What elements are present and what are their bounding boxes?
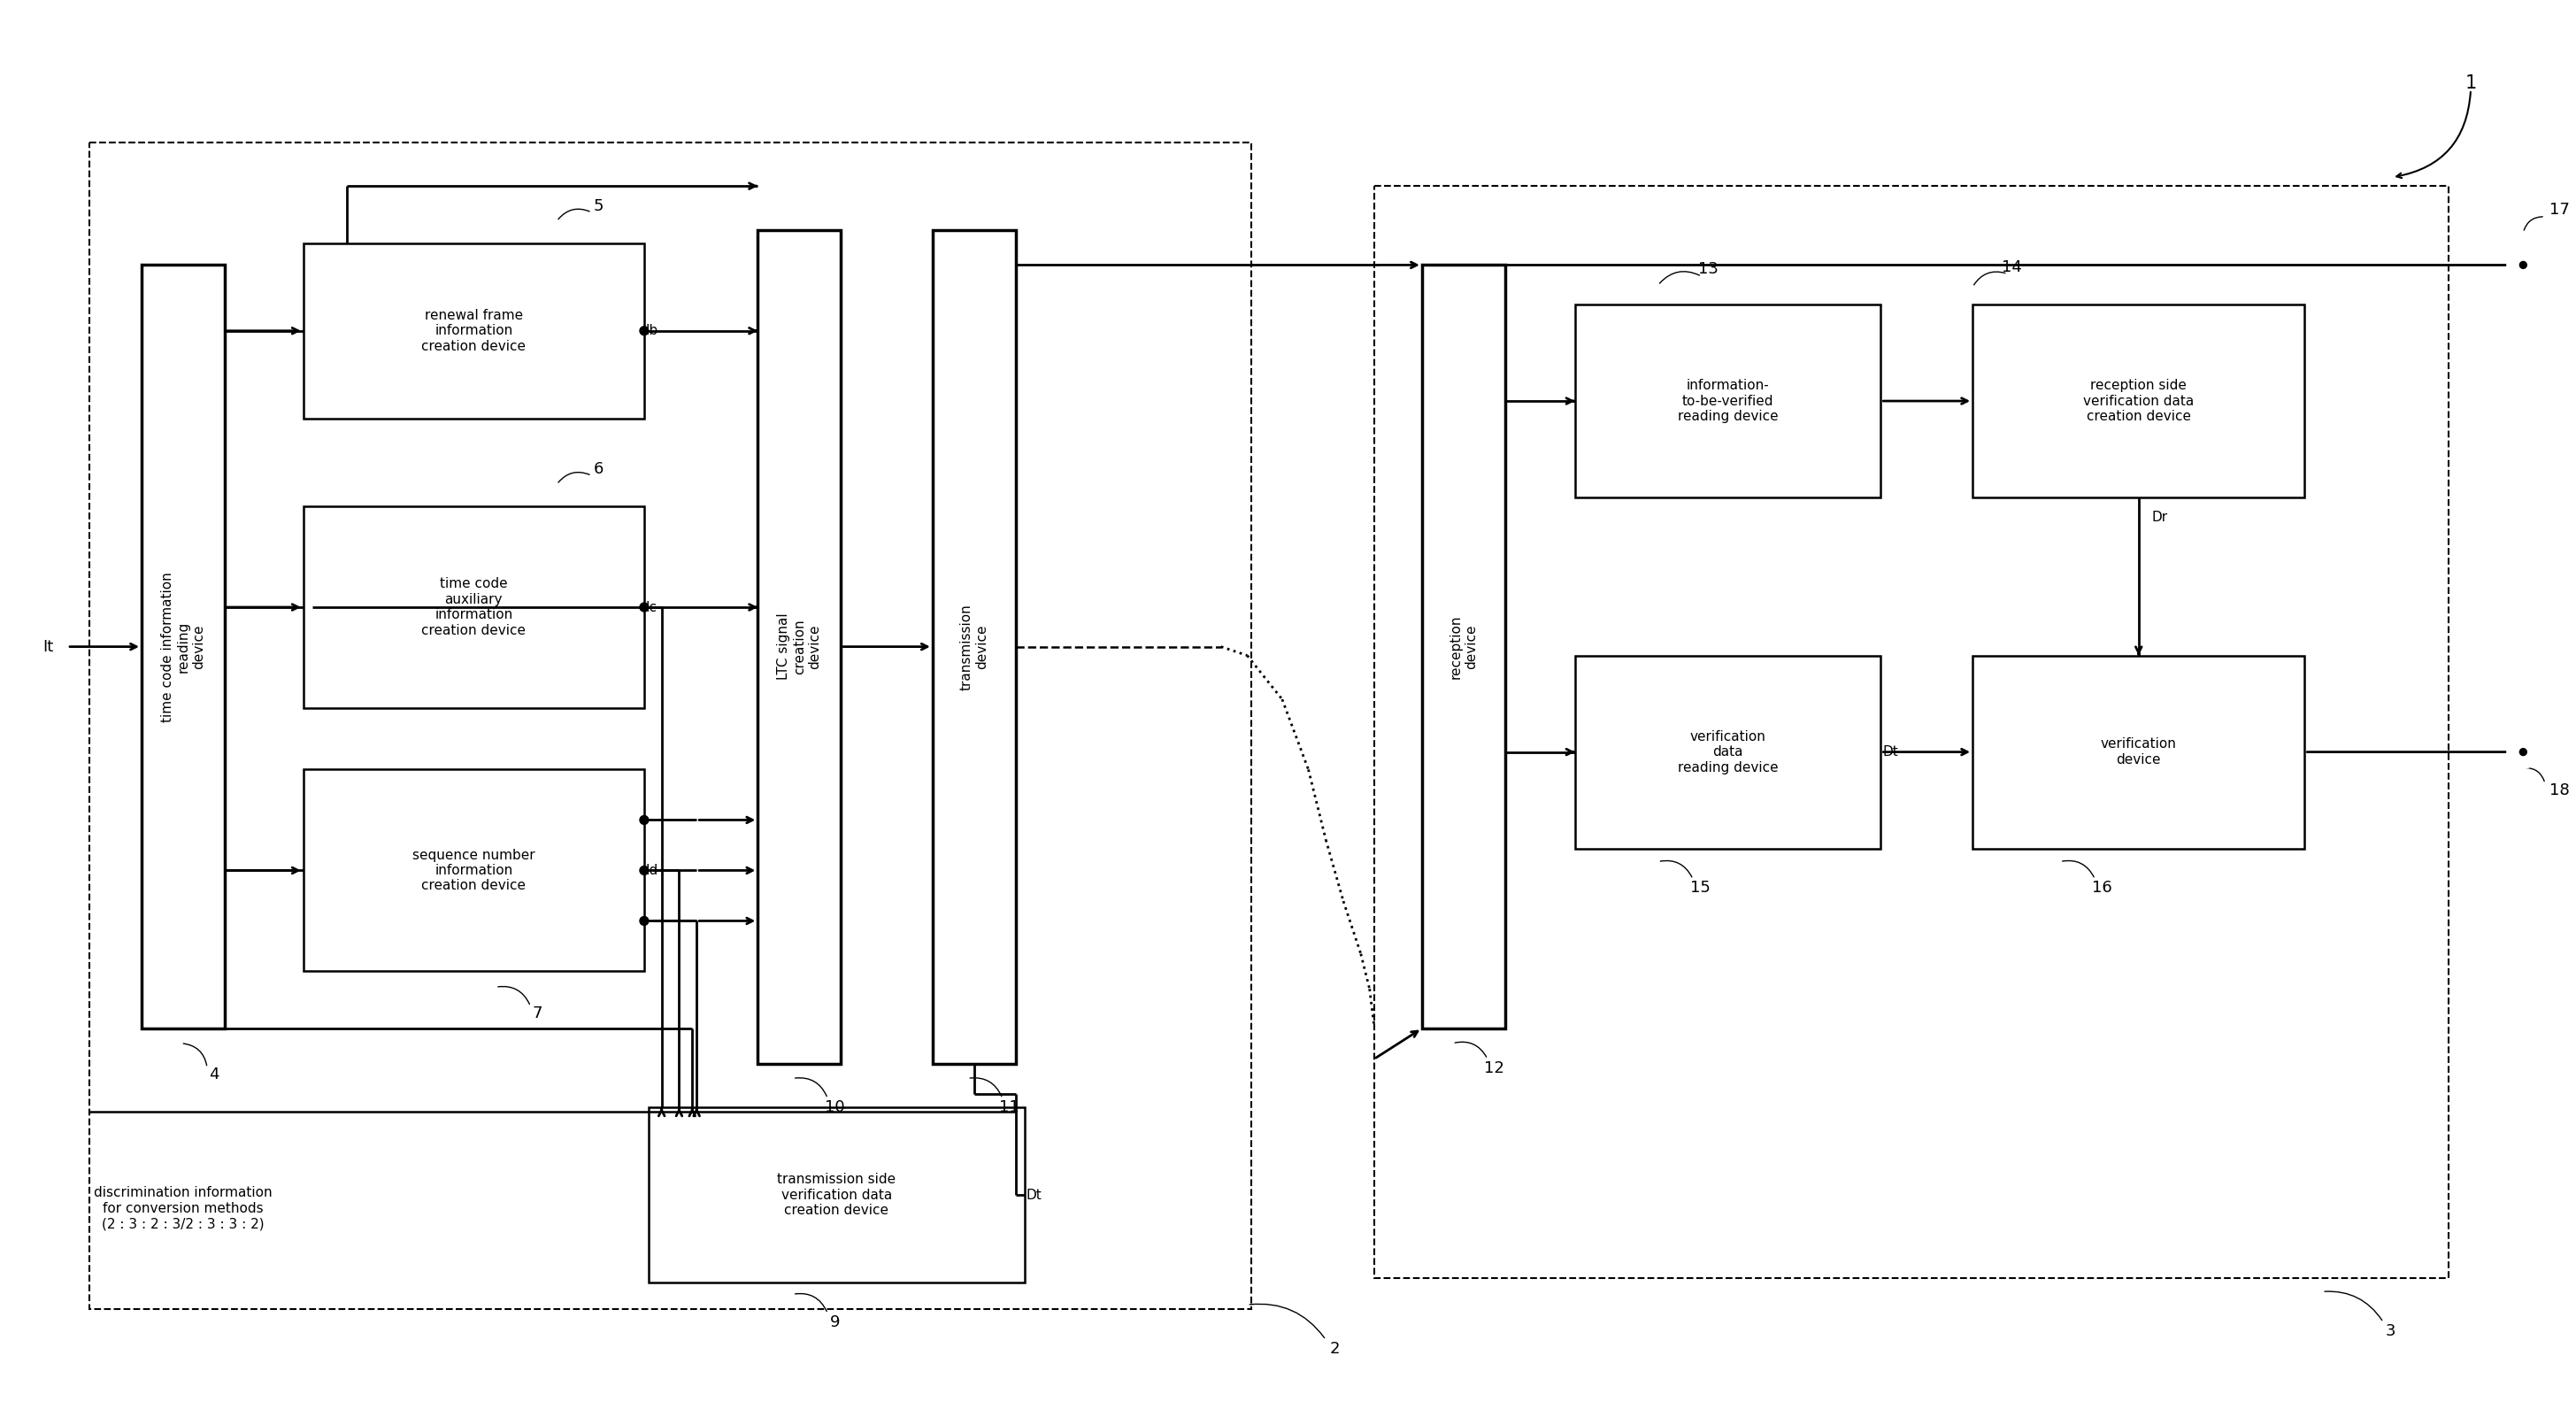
Circle shape	[2519, 748, 2527, 755]
Bar	[1574, 305, 1880, 497]
Text: 12: 12	[1484, 1060, 1504, 1076]
Circle shape	[2506, 737, 2540, 768]
Text: time code information
reading
device: time code information reading device	[162, 571, 206, 722]
Circle shape	[639, 916, 649, 925]
Text: 11: 11	[999, 1100, 1020, 1116]
Bar	[142, 265, 224, 1029]
Text: Ib: Ib	[647, 323, 659, 338]
Text: 7: 7	[533, 1006, 544, 1022]
Text: renewal frame
information
creation device: renewal frame information creation devic…	[422, 309, 526, 353]
Circle shape	[639, 866, 649, 875]
Text: time code
auxiliary
information
creation device: time code auxiliary information creation…	[422, 577, 526, 637]
Bar	[304, 244, 644, 419]
Bar	[90, 142, 1252, 1310]
Text: It: It	[44, 638, 54, 654]
Text: reception
device: reception device	[1450, 614, 1479, 678]
Bar	[1973, 656, 2306, 848]
Text: 9: 9	[829, 1314, 840, 1331]
Text: 13: 13	[1698, 261, 1718, 278]
Text: transmission
device: transmission device	[961, 603, 989, 690]
Text: 4: 4	[209, 1067, 219, 1083]
Text: 5: 5	[592, 198, 603, 214]
Text: 18: 18	[2550, 782, 2568, 798]
Circle shape	[639, 326, 649, 335]
Text: transmission side
verification data
creation device: transmission side verification data crea…	[778, 1173, 896, 1217]
Text: Dt: Dt	[1883, 745, 1899, 758]
Text: 2: 2	[1329, 1341, 1340, 1357]
Text: Ic: Ic	[647, 600, 657, 614]
Text: 17: 17	[2550, 202, 2571, 218]
Circle shape	[639, 815, 649, 825]
Text: sequence number
information
creation device: sequence number information creation dev…	[412, 848, 536, 892]
Text: verification
data
reading device: verification data reading device	[1677, 730, 1777, 774]
Bar	[304, 506, 644, 708]
Text: 16: 16	[2092, 881, 2112, 896]
Text: Id: Id	[647, 864, 659, 876]
Text: information-
to-be-verified
reading device: information- to-be-verified reading devi…	[1677, 379, 1777, 423]
Bar	[1373, 187, 2450, 1278]
Bar	[1973, 305, 2306, 497]
Bar	[1422, 265, 1504, 1029]
Text: discrimination information
for conversion methods
(2 : 3 : 2 : 3/2 : 3 : 3 : 2): discrimination information for conversio…	[93, 1187, 273, 1230]
Text: Dt: Dt	[1025, 1188, 1041, 1201]
Bar	[757, 229, 840, 1063]
Bar	[304, 770, 644, 972]
Text: 15: 15	[1690, 881, 1710, 896]
Text: 10: 10	[824, 1100, 845, 1116]
Circle shape	[2506, 249, 2540, 281]
Text: Dr: Dr	[2151, 510, 2169, 524]
Bar	[649, 1107, 1025, 1282]
Bar	[933, 229, 1015, 1063]
Text: 14: 14	[2002, 259, 2022, 275]
Bar	[1574, 656, 1880, 848]
Circle shape	[2519, 261, 2527, 268]
Text: 1: 1	[2465, 74, 2476, 93]
Text: 6: 6	[592, 462, 603, 477]
Text: reception side
verification data
creation device: reception side verification data creatio…	[2084, 379, 2195, 423]
Text: verification
device: verification device	[2099, 738, 2177, 767]
Text: LTC signal
creation
device: LTC signal creation device	[778, 613, 822, 680]
Circle shape	[639, 603, 649, 611]
Text: 3: 3	[2385, 1324, 2396, 1339]
